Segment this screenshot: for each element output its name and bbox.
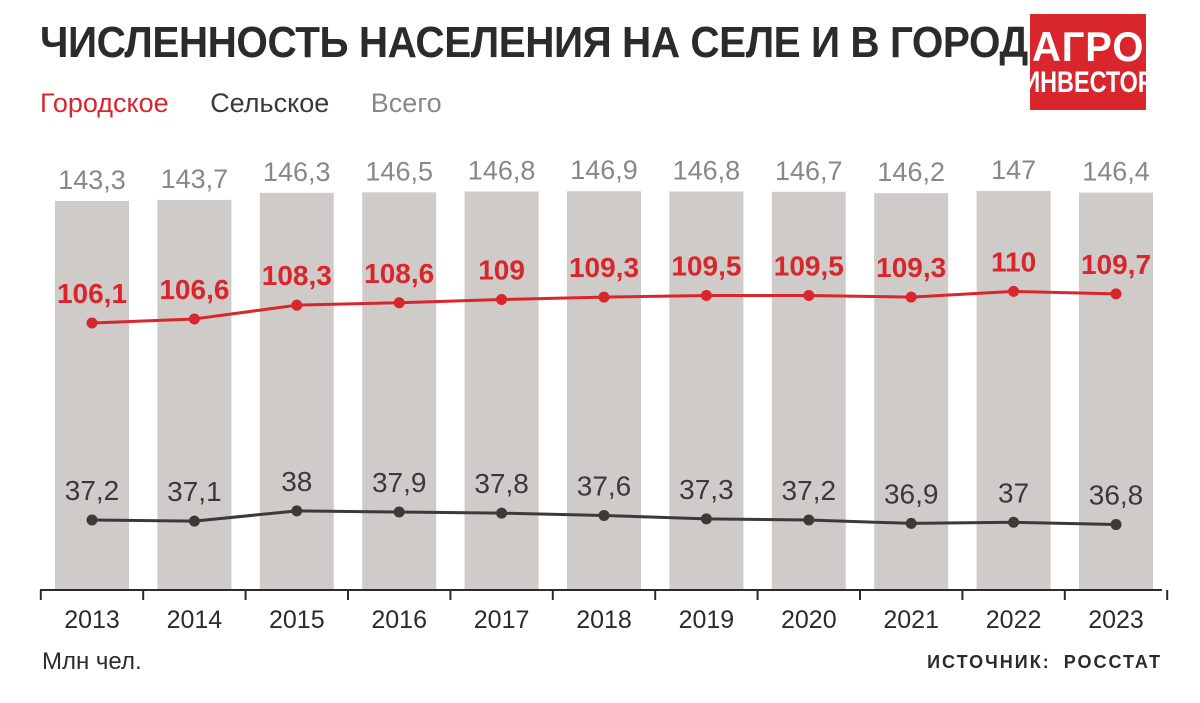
rural-point-2022 [1008,516,1020,528]
rural-label-2021: 36,9 [884,478,939,509]
rural-label-2023: 36,8 [1089,480,1144,511]
rural-point-2015 [291,505,303,517]
rural-point-2016 [393,506,405,518]
rural-label-2022: 37 [998,477,1029,508]
urban-label-2021: 109,3 [876,252,946,283]
total-label-2013: 143,3 [58,165,126,195]
urban-label-2017: 109 [478,255,525,286]
x-tick-label-2013: 2013 [64,606,120,634]
logo-line-1: АГРО [1031,23,1145,70]
rural-label-2014: 37,1 [167,476,222,507]
urban-label-2022: 110 [991,246,1036,277]
urban-label-2015: 108,3 [262,260,332,291]
rural-point-2017 [496,507,508,519]
total-bar-2013 [55,201,129,590]
urban-label-2014: 106,6 [159,274,229,305]
rural-point-2013 [86,514,98,526]
total-label-2020: 146,7 [775,156,843,186]
rural-point-2019 [700,513,712,525]
source-value: РОССТАТ [1063,652,1162,672]
x-tick-label-2015: 2015 [269,606,325,634]
total-label-2022: 147 [991,155,1036,185]
urban-point-2022 [1008,285,1020,297]
urban-label-2023: 109,7 [1081,249,1151,280]
total-label-2014: 143,7 [161,164,229,194]
rural-label-2013: 37,2 [65,475,120,506]
total-label-2017: 146,8 [468,155,536,185]
total-label-2018: 146,9 [570,155,638,185]
rural-label-2020: 37,2 [782,475,837,506]
urban-point-2016 [393,297,405,309]
legend-urban: Городское [40,88,169,118]
total-bar-2017 [464,191,539,590]
logo-line-2: ИНВЕСТОР [1022,66,1154,99]
urban-point-2013 [86,317,98,329]
urban-label-2020: 109,5 [774,250,844,281]
x-tick-label-2021: 2021 [883,606,939,634]
x-tick-label-2014: 2014 [167,606,223,634]
legend-total: Всего [370,88,442,118]
x-tick-label-2022: 2022 [986,606,1042,634]
total-label-2015: 146,3 [263,157,331,187]
unit-label: Млн чел. [42,648,142,675]
source-note: ИСТОЧНИК: РОССТАТ [921,652,1162,673]
legend-rural: Сельское [210,88,330,118]
total-bar-2018 [567,191,641,591]
urban-point-2021 [905,291,917,303]
urban-point-2020 [803,289,815,301]
rural-point-2018 [598,509,610,521]
rural-point-2023 [1110,519,1122,531]
urban-point-2018 [598,291,610,303]
rural-point-2021 [905,517,917,529]
x-tick-label-2016: 2016 [371,606,427,634]
urban-point-2017 [496,294,508,306]
rural-label-2018: 37,6 [577,470,632,501]
total-bar-2015 [259,192,334,590]
rural-label-2017: 37,8 [474,468,529,499]
chart-title: ЧИСЛЕННОСТЬ НАСЕЛЕНИЯ НА СЕЛЕ И В ГОРОДЕ [40,18,1055,67]
total-label-2016: 146,5 [365,156,433,186]
rural-point-2014 [188,515,200,527]
urban-point-2023 [1110,288,1122,300]
x-tick-label-2023: 2023 [1088,606,1144,634]
rural-label-2015: 38 [281,466,312,497]
urban-point-2019 [700,289,712,301]
x-tick-label-2018: 2018 [576,606,632,634]
total-label-2023: 146,4 [1082,157,1150,187]
x-tick-label-2017: 2017 [474,606,530,634]
legend: Городское Сельское Всего [40,88,476,119]
total-bar-2016 [362,192,437,590]
source-label: ИСТОЧНИК: [927,652,1051,672]
rural-label-2016: 37,9 [372,467,427,498]
agroinvestor-logo: АГРО ИНВЕСТОР [1023,14,1153,110]
urban-label-2018: 109,3 [569,252,639,283]
urban-label-2016: 108,6 [364,258,434,289]
x-tick-label-2020: 2020 [781,606,837,634]
urban-point-2015 [291,299,303,311]
rural-label-2019: 37,3 [679,474,734,505]
urban-label-2013: 106,1 [57,278,127,309]
total-label-2019: 146,8 [673,155,741,185]
total-label-2021: 146,2 [877,157,945,187]
x-tick-label-2019: 2019 [679,606,735,634]
rural-point-2020 [803,514,815,526]
urban-label-2019: 109,5 [671,250,741,281]
urban-point-2014 [188,313,200,325]
total-bar-2014 [157,199,232,590]
